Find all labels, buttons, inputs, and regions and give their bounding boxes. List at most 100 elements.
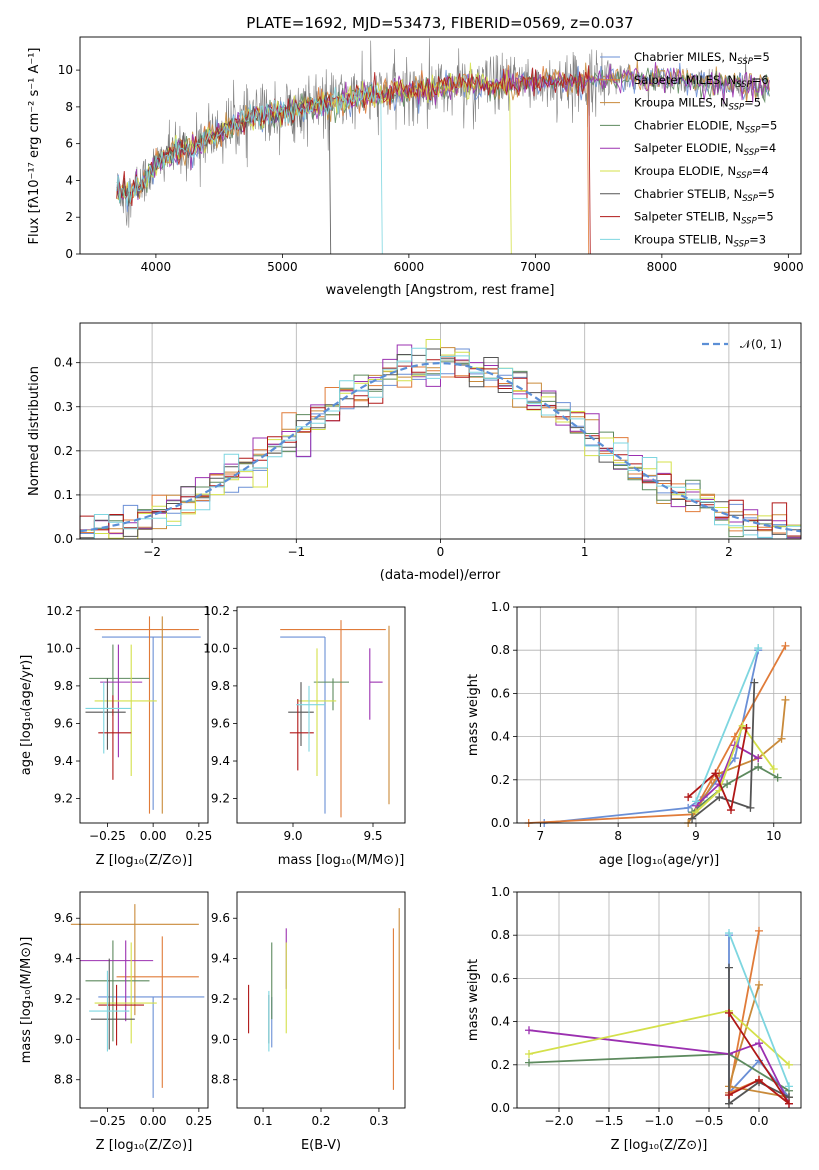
weight-marker — [725, 963, 733, 972]
x-tick-label: −2 — [143, 545, 161, 559]
y-tick-label: 0 — [65, 247, 73, 261]
y-axis-label: Normed distribution — [27, 366, 42, 496]
weight-marker — [781, 695, 790, 704]
x-tick-label: 8 — [614, 829, 622, 843]
weight-series-6 — [691, 682, 756, 820]
x-tick-label: 0 — [437, 545, 445, 559]
weight-marker — [777, 734, 786, 743]
weight-series-3 — [691, 765, 779, 813]
weight-marker — [750, 678, 759, 687]
y-tick-label: 9.4 — [211, 754, 230, 768]
y-tick-label: 0.2 — [491, 773, 510, 787]
x-tick-label: −0.25 — [89, 1114, 126, 1128]
y-tick-label: 4 — [65, 173, 73, 187]
x-tick-label: 0.25 — [185, 1114, 212, 1128]
x-axis-label: E(B-V) — [301, 1138, 341, 1153]
z-mass-frame — [79, 891, 209, 1109]
x-tick-label: 0.25 — [185, 829, 212, 843]
legend-entry: Salpeter STELIB, NSSP=5 — [634, 210, 774, 227]
weight-marker — [725, 1091, 733, 1100]
y-tick-label: 10.0 — [203, 641, 230, 655]
legend-entry: Chabrier STELIB, NSSP=5 — [634, 187, 775, 204]
legend-entry: Chabrier MILES, NSSP=5 — [634, 50, 770, 67]
weight-series-8 — [728, 932, 790, 1087]
mass-age-plot — [280, 620, 390, 818]
legend-entry: Kroupa MILES, NSSP=5 — [634, 96, 761, 113]
ebv-mass-frame — [236, 891, 406, 1109]
y-tick-label: 9.6 — [211, 911, 230, 925]
x-axis-label: Z [log₁₀(Z/Z⊙)] — [96, 1138, 193, 1153]
y-tick-label: 1.0 — [491, 600, 510, 614]
y-tick-label: 0.8 — [491, 643, 510, 657]
z-age-plot — [85, 616, 201, 814]
weight-marker — [755, 1039, 763, 1048]
age-weight-axes — [517, 606, 801, 824]
x-tick-label: −1.5 — [594, 1114, 623, 1128]
weight-series-6 — [728, 967, 790, 1106]
legend-entry: 𝒩(0, 1) — [740, 337, 782, 351]
y-tick-label: 8.8 — [54, 1073, 73, 1087]
weight-marker — [781, 641, 790, 650]
y-tick-label: 9.4 — [211, 952, 230, 966]
y-tick-label: 0.4 — [491, 730, 510, 744]
x-tick-label: 4000 — [141, 260, 172, 274]
y-tick-label: 9.0 — [54, 1032, 73, 1046]
weight-marker — [525, 1050, 533, 1058]
histogram-series-4 — [79, 344, 801, 539]
y-tick-label: 9.2 — [54, 992, 73, 1006]
weight-marker — [691, 797, 700, 806]
x-tick-label: 2 — [725, 545, 733, 559]
y-tick-label: 0.6 — [491, 971, 510, 985]
y-tick-label: 6 — [65, 137, 73, 151]
weight-series-8 — [695, 647, 760, 802]
y-tick-label: 10 — [58, 63, 73, 77]
y-tick-label: 9.6 — [211, 716, 230, 730]
y-tick-label: 0.2 — [54, 444, 73, 458]
weight-marker — [730, 754, 739, 763]
weight-marker — [755, 1075, 763, 1084]
weight-marker — [684, 803, 693, 812]
y-tick-label: 8 — [65, 100, 73, 114]
weight-marker — [725, 929, 733, 938]
x-tick-label: 7000 — [520, 260, 551, 274]
y-tick-label: 0.1 — [54, 488, 73, 502]
weight-marker — [754, 754, 763, 763]
weight-series-4 — [695, 743, 759, 807]
normal-curve — [79, 361, 802, 533]
x-tick-label: 5000 — [267, 260, 298, 274]
z-age-frame — [79, 606, 209, 824]
weight-marker — [723, 780, 732, 789]
weight-marker — [785, 1060, 793, 1069]
y-tick-label: 9.2 — [211, 792, 230, 806]
chart-title: PLATE=1692, MJD=53473, FIBERID=0569, z=0… — [246, 14, 633, 32]
legend-entry: Kroupa STELIB, NSSP=3 — [634, 232, 766, 249]
z-weight-plot — [525, 926, 793, 1108]
y-tick-label: 2 — [65, 210, 73, 224]
residual-plot — [79, 339, 802, 540]
y-tick-label: 10.0 — [46, 641, 73, 655]
legend-entry: Chabrier ELODIE, NSSP=5 — [634, 118, 777, 135]
y-axis-label: Flux [fλ10⁻¹⁷ erg cm⁻² s⁻¹ A⁻¹] — [27, 48, 42, 245]
legend-entry: Salpeter ELODIE, NSSP=4 — [634, 141, 776, 158]
x-tick-label: 0.0 — [749, 1114, 768, 1128]
x-tick-label: −1.0 — [644, 1114, 673, 1128]
spectrum-frame — [79, 36, 802, 255]
mass-age-frame — [236, 606, 406, 824]
x-tick-label: 6000 — [394, 260, 425, 274]
x-tick-label: 9.5 — [363, 829, 382, 843]
weight-marker — [773, 773, 782, 782]
weight-marker — [725, 1099, 733, 1108]
y-tick-label: 10.2 — [46, 604, 73, 618]
y-axis-label: mass weight — [466, 959, 481, 1041]
x-axis-label: (data-model)/error — [380, 568, 501, 583]
y-tick-label: 0.3 — [54, 400, 73, 414]
x-tick-label: 9000 — [773, 260, 804, 274]
histogram-series-8 — [80, 347, 801, 540]
x-tick-label: 0.1 — [254, 1114, 273, 1128]
model-spectrum-7 — [116, 65, 591, 254]
y-tick-label: 1.0 — [491, 885, 510, 899]
model-spectrum-8 — [116, 84, 383, 254]
weight-marker — [785, 1099, 793, 1108]
x-tick-label: −0.5 — [694, 1114, 723, 1128]
weight-marker — [726, 806, 735, 815]
